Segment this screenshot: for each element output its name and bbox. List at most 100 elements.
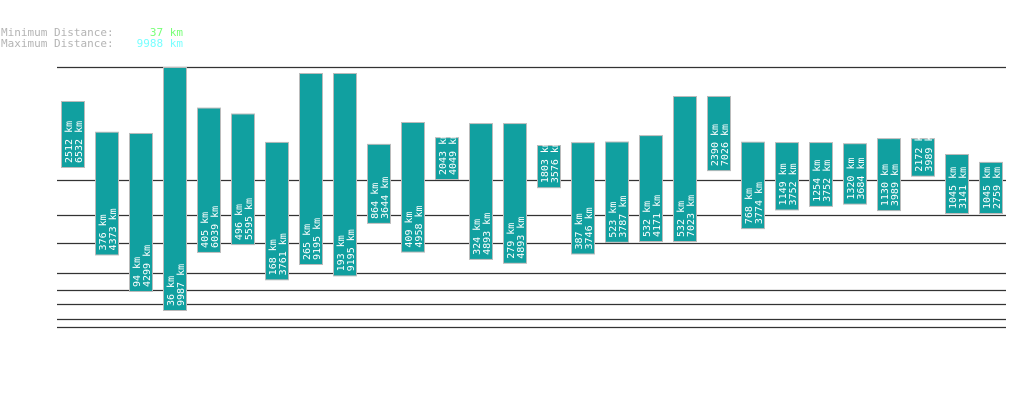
- range-bar: 1320 km 3684 km: [843, 143, 867, 205]
- bar-rect: [537, 145, 561, 189]
- bar-min-label: 2172 km: [914, 130, 925, 172]
- bar-max-label: 2759 km: [992, 167, 1003, 209]
- range-bar: 193 km 9195 km: [333, 73, 357, 277]
- bar-max-label: 7026 km: [720, 124, 731, 166]
- bar-max-label: 5595 km: [244, 198, 255, 240]
- bar-max-label: 4893 km: [516, 217, 527, 259]
- bar-max-label: 3644 km: [380, 177, 391, 219]
- min-distance-row: Minimum Distance: 37 km: [1, 27, 183, 39]
- range-bar: 768 km 3774 km: [741, 141, 765, 230]
- max-distance-value: 9988 km: [136, 37, 183, 50]
- bar-max-label: 4893 km: [482, 213, 493, 255]
- bar-min-label: 864 km: [370, 183, 381, 219]
- range-bar: 496 km 5595 km: [231, 113, 255, 246]
- bar-min-label: 2390 km: [710, 124, 721, 166]
- bar-rect: [877, 138, 901, 212]
- bar-rect: [299, 73, 323, 265]
- bar-rect: [673, 96, 697, 242]
- bar-min-label: 193 km: [336, 235, 347, 271]
- bar-max-label: 4373 km: [108, 208, 119, 250]
- bar-rect: [333, 73, 357, 277]
- bar-min-label: 1045 km: [948, 167, 959, 209]
- bar-rect: [707, 95, 731, 172]
- bar-min-label: 409 km: [404, 211, 415, 247]
- range-bar: 387 km 3746 km: [571, 142, 595, 255]
- bar-rect: [401, 122, 425, 253]
- bar-max-label: 4049 km: [448, 133, 459, 175]
- bar-rect: [605, 141, 629, 243]
- bar-min-label: 1320 km: [846, 157, 857, 199]
- bar-min-label: 532 km: [642, 201, 653, 237]
- bar-rect: [945, 153, 969, 214]
- bar-rect: [61, 101, 85, 168]
- bar-rect: [809, 142, 833, 207]
- bar-rect: [197, 107, 221, 253]
- bar-min-label: 1803 km: [540, 141, 551, 183]
- bar-min-label: 376 km: [98, 214, 109, 250]
- bar-min-label: 387 km: [574, 213, 585, 249]
- bar-max-label: 4299 km: [142, 245, 153, 287]
- bar-max-label: 3752 km: [788, 163, 799, 205]
- bar-min-label: 532 km: [676, 201, 687, 237]
- range-bar: 405 km 6039 km: [197, 107, 221, 253]
- bar-rect: [503, 123, 527, 264]
- bar-max-label: 9195 km: [312, 218, 323, 260]
- bar-max-label: 3752 km: [822, 160, 833, 202]
- bar-max-label: 7023 km: [686, 195, 697, 237]
- bar-max-label: 3774 km: [754, 182, 765, 224]
- range-bar: 1254 km 3752 km: [809, 142, 833, 207]
- bar-rect: [979, 161, 1003, 214]
- min-distance-value: 37 km: [149, 26, 183, 39]
- range-bar: 1045 km 2759 km: [979, 161, 1003, 214]
- bar-min-label: 168 km: [268, 239, 279, 275]
- bar-rect: [843, 143, 867, 205]
- range-bar: 1130 km 3989 km: [877, 138, 901, 212]
- bar-max-label: 3989 km: [890, 164, 901, 206]
- range-bar: 2512 km 6532 km: [61, 101, 85, 168]
- range-bar: 864 km 3644 km: [367, 143, 391, 224]
- range-bar: 409 km 4958 km: [401, 122, 425, 253]
- range-bar: 1803 km 3576 km: [537, 141, 561, 189]
- bar-min-label: 1254 km: [812, 160, 823, 202]
- bar-max-label: 9987 km: [176, 264, 187, 306]
- bar-min-label: 1130 km: [880, 164, 891, 206]
- bar-max-label: 6532 km: [74, 121, 85, 163]
- range-bar: 1045 km 3141 km: [945, 153, 969, 214]
- bar-min-label: 496 km: [234, 204, 245, 240]
- bar-max-label: 3684 km: [856, 157, 867, 199]
- bar-min-label: 405 km: [200, 212, 211, 248]
- bar-rect: [639, 135, 663, 242]
- bar-min-label: 279 km: [506, 223, 517, 259]
- max-distance-label: Maximum Distance:: [1, 37, 114, 50]
- bar-min-label: 36 km: [166, 276, 177, 306]
- bar-rect: [741, 141, 765, 230]
- range-bar: 265 km 9195 km: [299, 73, 323, 265]
- range-bar: 2043 km 4049 km: [435, 133, 459, 181]
- bar-max-label: 6039 km: [210, 206, 221, 248]
- bar-rect: [435, 137, 459, 181]
- bar-max-label: 3141 km: [958, 167, 969, 209]
- bar-rect: [95, 131, 119, 256]
- bar-rect: [163, 67, 187, 311]
- bar-max-label: 9195 km: [346, 229, 357, 271]
- bar-min-label: 768 km: [744, 188, 755, 224]
- range-bar: 523 km 3787 km: [605, 141, 629, 243]
- bar-rect: [367, 143, 391, 224]
- bar-max-label: 3576 km: [550, 141, 561, 183]
- bar-rect: [571, 142, 595, 255]
- bar-min-label: 2512 km: [64, 121, 75, 163]
- range-bar: 36 km 9987 km: [163, 67, 187, 311]
- bar-rect: [469, 123, 493, 260]
- range-bar: 532 km 7023 km: [673, 96, 697, 242]
- bar-max-label: 4171 km: [652, 195, 663, 237]
- bar-min-label: 1045 km: [982, 167, 993, 209]
- bar-min-label: 94 km: [132, 257, 143, 287]
- bar-min-label: 1149 km: [778, 163, 789, 205]
- range-bar: 2172 km 3989 km: [911, 130, 935, 177]
- range-bar: 2390 km 7026 km: [707, 95, 731, 172]
- bar-max-label: 3787 km: [618, 196, 629, 238]
- bar-max-label: 3761 km: [278, 233, 289, 275]
- min-distance-label: Minimum Distance:: [1, 26, 114, 39]
- bar-min-label: 2043 km: [438, 133, 449, 175]
